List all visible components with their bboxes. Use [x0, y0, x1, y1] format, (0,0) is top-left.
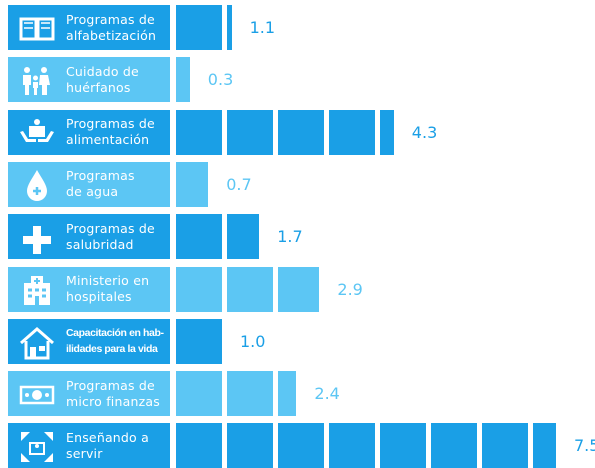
bar-segment: [176, 109, 222, 155]
icon: [18, 168, 56, 208]
icon: [18, 220, 56, 260]
bar-segment: [329, 423, 375, 468]
icon: [18, 429, 56, 468]
category-box: Programas de alimentación: [8, 109, 170, 156]
bar: [176, 5, 232, 50]
bar: [176, 214, 260, 260]
bar-segment: [176, 57, 190, 103]
bar: [176, 57, 190, 103]
category-box: Cuidado de huérfanos: [8, 57, 170, 103]
value-label: 7.5: [574, 436, 595, 456]
bar-segment: [329, 109, 375, 155]
bar-segment: [176, 5, 222, 50]
bar-segment: [278, 266, 320, 312]
category-label: Programas de micro finanzas: [66, 377, 160, 409]
bar-segment: [278, 109, 324, 155]
category-label: Programas de salubridad: [66, 220, 155, 252]
category-box: Enseñando a servir: [8, 423, 170, 468]
icon: [18, 325, 56, 365]
icon: [18, 377, 56, 417]
bar: [176, 161, 209, 207]
category-box: Programas de alfabetización: [8, 5, 170, 50]
bar-segment: [176, 423, 222, 468]
bar-segment: [380, 109, 394, 155]
bar-segment: [227, 5, 232, 50]
bar-segment: [278, 423, 324, 468]
bar-segment: [278, 371, 297, 417]
bar: [176, 109, 394, 155]
bar-segment: [176, 161, 209, 207]
value-label: 0.7: [226, 174, 252, 194]
bar-segment: [482, 423, 528, 468]
bar-segment: [227, 109, 273, 155]
category-label: Enseñando a servir: [66, 429, 149, 461]
category-label: Ministerio en hospitales: [66, 273, 150, 304]
icon: [18, 273, 56, 313]
bar: [176, 318, 222, 364]
category-label: Programas de agua: [66, 168, 135, 200]
bar-segment: [380, 423, 426, 468]
category-label: Cuidado de huérfanos: [66, 63, 139, 95]
value-label: 0.3: [207, 70, 234, 90]
bar-segment: [176, 318, 222, 364]
value-label: 4.3: [411, 122, 438, 142]
icon: [18, 116, 56, 156]
bar: [176, 266, 320, 312]
icon: [18, 11, 56, 51]
bar: [176, 423, 556, 468]
category-box: Programas de agua: [8, 161, 170, 208]
bar-segment: [176, 214, 222, 260]
category-label: Programas de alfabetización: [66, 11, 157, 43]
value-label: 2.4: [314, 384, 340, 404]
icon: [18, 63, 56, 103]
bar-segment: [227, 214, 260, 260]
bar-segment: [227, 423, 273, 468]
category-label: Capacitación en hab- ilidades para la vi…: [66, 327, 164, 356]
bar-segment: [227, 371, 273, 417]
bar-segment: [227, 266, 273, 312]
bar-segment: [533, 423, 556, 468]
value-label: 2.9: [337, 279, 363, 299]
category-label: Programas de alimentación: [66, 116, 155, 148]
bar-segment: [431, 423, 477, 468]
value-label: 1.0: [240, 331, 266, 351]
bar-segment: [176, 266, 222, 312]
category-box: Programas de salubridad: [8, 214, 170, 260]
category-box: Capacitación en hab- ilidades para la vi…: [8, 318, 170, 365]
value-label: 1.7: [277, 227, 303, 247]
value-label: 1.1: [249, 18, 276, 37]
bar: [176, 371, 297, 417]
bar-segment: [176, 371, 222, 417]
category-box: Programas de micro finanzas: [8, 371, 170, 417]
category-box: Ministerio en hospitales: [8, 266, 170, 313]
